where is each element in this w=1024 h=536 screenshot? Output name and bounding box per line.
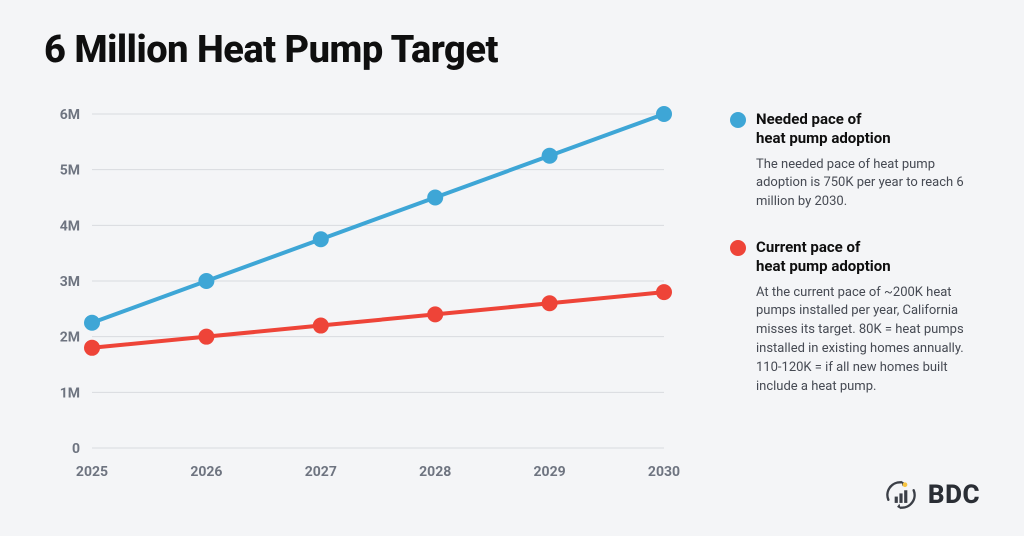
logo: BDC [882,476,980,514]
marker-needed [198,273,214,289]
y-tick-label: 0 [72,441,80,457]
y-tick-label: 1M [60,385,80,401]
marker-current [198,329,214,345]
legend-item: Needed pace ofheat pump adoption The need… [730,110,980,212]
marker-needed [542,148,558,164]
legend-title: Needed pace ofheat pump adoption [756,110,891,148]
y-tick-label: 4M [60,218,80,234]
line-chart: 0 1M 2M 3M 4M 5M 6M 2025 2026 2027 2028 2029 2030 [44,100,684,490]
legend-item: Current pace ofheat pump adoption At the … [730,238,980,397]
marker-needed [656,106,672,122]
legend-title: Current pace ofheat pump adoption [756,238,891,276]
marker-current [313,318,329,334]
marker-current [84,340,100,356]
x-tick-label: 2030 [648,464,680,480]
marker-current [656,284,672,300]
marker-needed [427,190,443,206]
legend-body: At the current pace of ~200K heat pumps … [730,284,980,397]
y-tick-label: 3M [60,274,80,290]
legend-body: The needed pace of heat pump adoption is… [730,156,980,213]
y-tick-label: 5M [60,163,80,179]
x-tick-label: 2026 [190,464,222,480]
marker-current [427,306,443,322]
x-tick-label: 2027 [305,464,337,480]
series-current [92,292,664,348]
legend: Needed pace ofheat pump adoption The need… [730,110,980,423]
x-tick-label: 2025 [76,464,108,480]
marker-needed [313,231,329,247]
x-tick-label: 2028 [419,464,451,480]
page-title: 6 Million Heat Pump Target [44,28,498,72]
legend-dot-icon [730,112,746,128]
y-tick-label: 6M [60,107,80,123]
x-tick-label: 2029 [534,464,566,480]
series-needed [92,114,664,323]
legend-dot-icon [730,240,746,256]
marker-current [542,295,558,311]
chart-svg: 0 1M 2M 3M 4M 5M 6M 2025 2026 2027 2028 2029 2030 [44,100,684,490]
logo-text: BDC [928,480,980,510]
marker-needed [84,315,100,331]
y-tick-label: 2M [60,330,80,346]
logo-icon [882,476,920,514]
